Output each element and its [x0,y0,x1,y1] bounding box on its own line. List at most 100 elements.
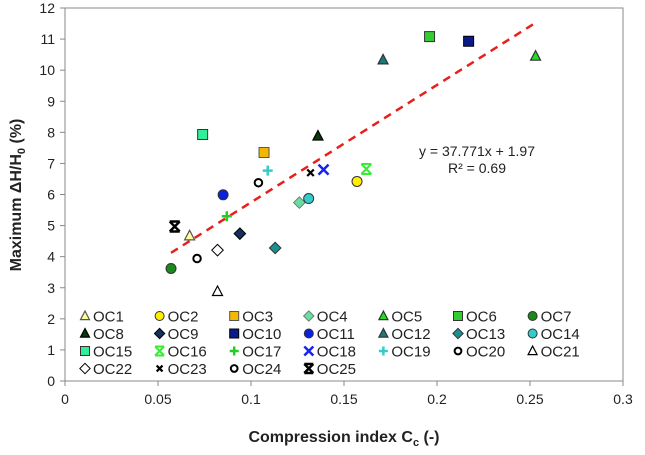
trendline-r2: R² = 0.69 [448,160,506,176]
marker-ring [229,364,239,373]
data-point-oc2 [351,175,363,187]
legend-label: OC17 [242,344,281,361]
marker-plus [378,346,388,356]
marker-x [306,168,315,177]
data-point-oc22 [211,243,224,257]
data-point-oc16 [360,163,373,176]
legend-label: OC23 [168,361,207,378]
marker-plus [262,165,273,176]
legend-label: OC5 [391,309,422,326]
legend-label: OC14 [541,326,580,343]
marker-diamond [452,327,464,340]
legend-item-oc10: OC10 [229,326,281,343]
legend-label: OC1 [93,309,124,326]
legend-label: OC12 [391,326,430,343]
marker-triangle [79,327,91,338]
legend-label: OC7 [541,309,572,326]
data-point-oc7 [165,262,177,274]
legend-item-oc25: OC25 [303,361,356,378]
x-tick-label: 0.3 [613,391,633,407]
marker-diamond [153,327,166,340]
legend-marker [527,328,538,339]
y-tick-label: 8 [47,124,55,140]
y-tick-label: 11 [40,31,55,47]
data-point-oc9 [233,227,247,241]
marker-triangle [377,327,389,338]
marker-diamond [233,227,247,241]
marker-triangle [529,49,542,61]
legend-item-oc14: OC14 [527,326,580,343]
legend-label: OC21 [541,344,580,361]
marker-circle [303,328,314,339]
marker-triangle [377,53,390,65]
data-point-oc24 [192,253,202,264]
trendline-equation: y = 37.771x + 1.97 [419,143,535,159]
legend-marker [154,311,165,321]
marker-diamond [79,362,91,375]
marker-diamond [268,241,282,255]
marker-circle [351,175,363,187]
data-point-oc25 [168,220,181,233]
legend-item-oc6: OC6 [453,309,497,326]
legend-item-oc15: OC15 [80,344,132,361]
legend-label: OC3 [242,309,273,326]
marker-square [463,35,475,47]
trendline [170,22,535,254]
data-point-oc20 [253,177,264,188]
legend-marker [303,362,315,375]
legend-item-oc9: OC9 [153,326,198,343]
y-tick-label: 3 [47,280,55,296]
data-point-oc12 [377,53,390,65]
marker-x [155,364,164,373]
legend-item-oc18: OC18 [303,344,356,361]
legend-marker [153,327,166,340]
marker-plus [229,346,239,356]
marker-triangle [311,129,324,141]
marker-x [317,163,330,176]
marker-circle [527,311,538,321]
data-point-oc10 [463,35,475,47]
marker-triangle [183,229,196,241]
legend-label: OC20 [466,344,505,361]
legend-marker [303,345,315,357]
legend-item-oc11: OC11 [303,326,355,343]
data-point-oc18 [317,163,330,176]
marker-square [229,328,240,339]
data-point-oc17 [221,211,232,222]
y-tick-label: 0 [47,373,55,389]
legend-label: OC18 [317,344,356,361]
legend-item-oc1: OC1 [79,309,124,326]
marker-circle [217,189,229,201]
y-tick-label: 12 [39,0,55,16]
x-tick-label: 0.2 [427,391,447,407]
marker-x [303,345,315,357]
legend-label: OC8 [93,326,124,343]
y-tick-label: 1 [47,342,55,358]
data-point-oc4 [292,196,306,210]
legend-marker [527,344,539,356]
y-tick-label: 4 [47,249,55,265]
legend-marker [377,309,389,321]
data-point-oc13 [268,241,282,255]
marker-square [424,31,436,43]
legend-label: OC4 [317,309,348,326]
marker-circle [154,311,165,321]
legend-item-oc20: OC20 [453,344,505,361]
data-point-oc8 [311,129,324,141]
marker-x [168,220,181,233]
legend-label: OC13 [466,326,505,343]
marker-triangle [79,309,91,321]
marker-asterisk [360,163,373,176]
legend-marker [79,362,91,375]
marker-circle [527,328,538,339]
legend-label: OC15 [93,344,132,361]
marker-ring [253,177,264,188]
marker-asterisk [154,345,165,357]
marker-plus [221,211,232,222]
marker-diamond [292,196,306,210]
legend-marker [229,364,239,373]
data-point-oc15 [197,129,209,141]
data-point-oc6 [424,31,436,43]
data-point-oc3 [258,147,270,159]
